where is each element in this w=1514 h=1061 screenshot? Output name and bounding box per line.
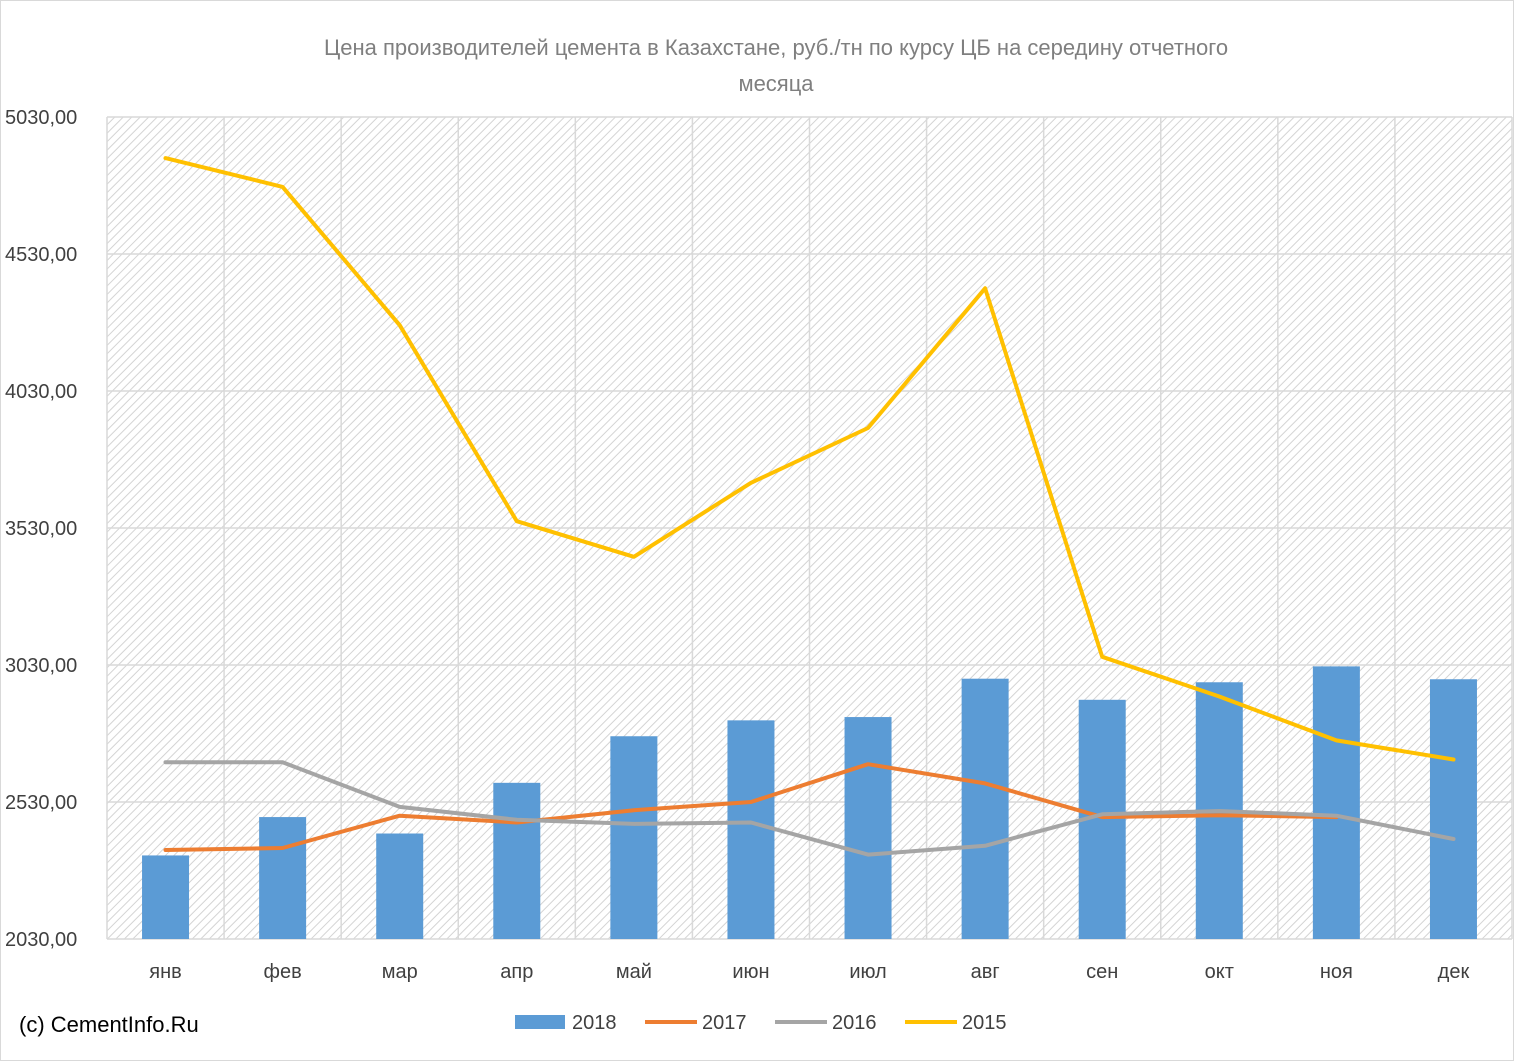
y-axis-ticks: 2030,00 2530,00 3030,00 3530,00 4030,00 4530,…: [5, 107, 77, 951]
x-tick-label: авг: [971, 961, 1000, 983]
x-axis-ticks: янв фев мар апр май июн июл авг сен окт ноя дек: [149, 961, 1469, 983]
x-tick-label: июн: [732, 961, 769, 983]
x-tick-label: окт: [1205, 961, 1234, 983]
legend-label-2018: 2018: [572, 1012, 617, 1034]
bar-2018-дек: [1429, 679, 1477, 939]
y-tick-label: 3030,00: [5, 655, 77, 677]
y-tick-label: 4530,00: [5, 244, 77, 266]
x-tick-label: ноя: [1320, 961, 1353, 983]
line-series-2015: [163, 156, 1456, 762]
x-tick-label: июл: [849, 961, 886, 983]
x-tick-label: дек: [1438, 961, 1470, 983]
bar-2018-ноя: [1312, 666, 1360, 939]
legend: 2018 2017 2016 2015: [515, 1012, 1007, 1034]
line-series-2017: [163, 762, 1339, 852]
bar-2018-фев: [259, 817, 307, 939]
y-tick-label: 2030,00: [5, 929, 77, 951]
x-tick-label: фев: [264, 961, 302, 983]
legend-label-2015: 2015: [962, 1012, 1007, 1034]
bar-2018-июл: [844, 717, 892, 939]
bar-2018-май: [610, 736, 658, 939]
x-tick-label: сен: [1086, 961, 1118, 983]
legend-swatch-2018: [515, 1015, 565, 1029]
bar-2018-авг: [961, 678, 1009, 939]
bar-2018-июн: [727, 720, 775, 939]
y-tick-label: 3530,00: [5, 518, 77, 540]
x-tick-label: мар: [382, 961, 418, 983]
bar-2018-мар: [376, 833, 424, 939]
legend-label-2016: 2016: [832, 1012, 877, 1034]
credit-text: (c) CementInfo.Ru: [19, 1012, 199, 1037]
y-tick-label: 4030,00: [5, 381, 77, 403]
x-tick-label: апр: [500, 961, 533, 983]
legend-label-2017: 2017: [702, 1012, 747, 1034]
x-tick-label: янв: [149, 961, 182, 983]
y-tick-label: 5030,00: [5, 107, 77, 129]
y-tick-label: 2530,00: [5, 792, 77, 814]
chart-title-line-2: месяца: [738, 71, 814, 96]
bar-2018-апр: [493, 782, 541, 939]
line-series: [163, 156, 1456, 857]
x-tick-label: май: [616, 961, 652, 983]
bar-2018-янв: [142, 855, 190, 939]
chart-title-line-1: Цена производителей цемента в Казахстане…: [324, 35, 1228, 60]
line-series-2016: [163, 760, 1456, 857]
gridlines: [106, 116, 1513, 940]
